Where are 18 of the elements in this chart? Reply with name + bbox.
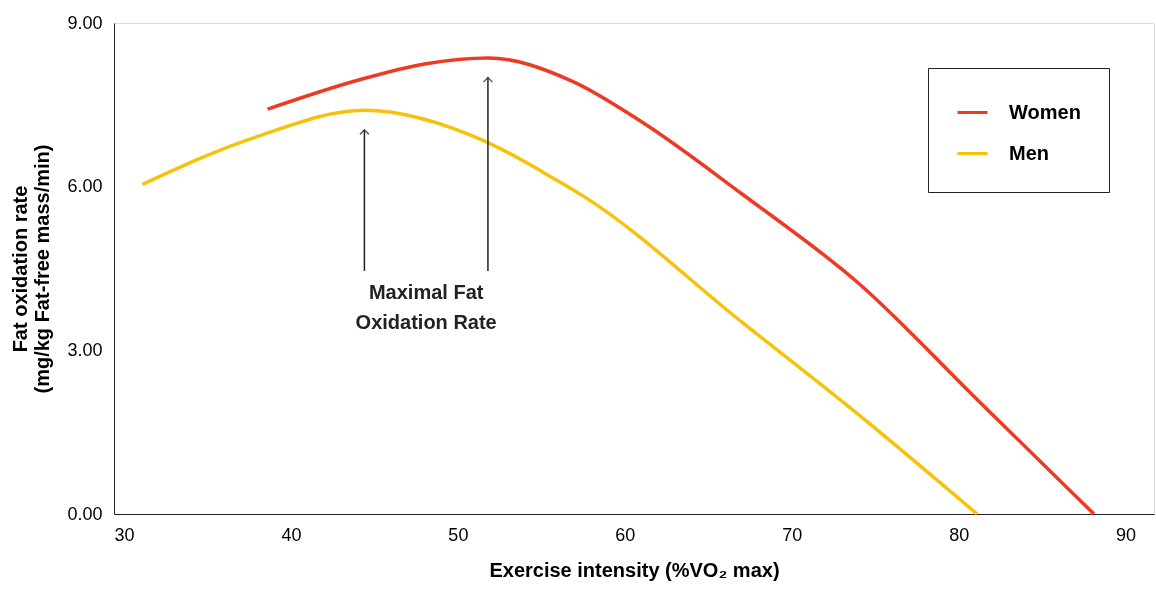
x-tick-label: 50 xyxy=(448,524,469,545)
x-tick-label: 90 xyxy=(1116,524,1137,545)
y-tick-label: 3.00 xyxy=(67,339,103,360)
y-tick-label: 9.00 xyxy=(67,12,103,33)
legend-label: Men xyxy=(1009,141,1049,164)
line-series xyxy=(140,108,979,516)
line-series xyxy=(265,56,1096,516)
x-tick-label: 80 xyxy=(949,524,970,545)
y-axis-title: Fat oxidation rate (mg/kg Fat-free mass/min) xyxy=(9,144,54,394)
x-tick-label: 60 xyxy=(615,524,636,545)
y-tick-label: 0.00 xyxy=(67,503,103,524)
legend-label: Women xyxy=(1009,100,1081,123)
x-axis-title: Exercise intensity (%VO₂ max) xyxy=(489,558,780,581)
y-tick-label: 6.00 xyxy=(67,176,103,197)
x-tick-label: 70 xyxy=(782,524,803,545)
annotation: Maximal Fat Oxidation Rate xyxy=(355,281,497,334)
x-tick-label: 30 xyxy=(114,524,135,545)
x-tick-label: 40 xyxy=(281,524,302,545)
